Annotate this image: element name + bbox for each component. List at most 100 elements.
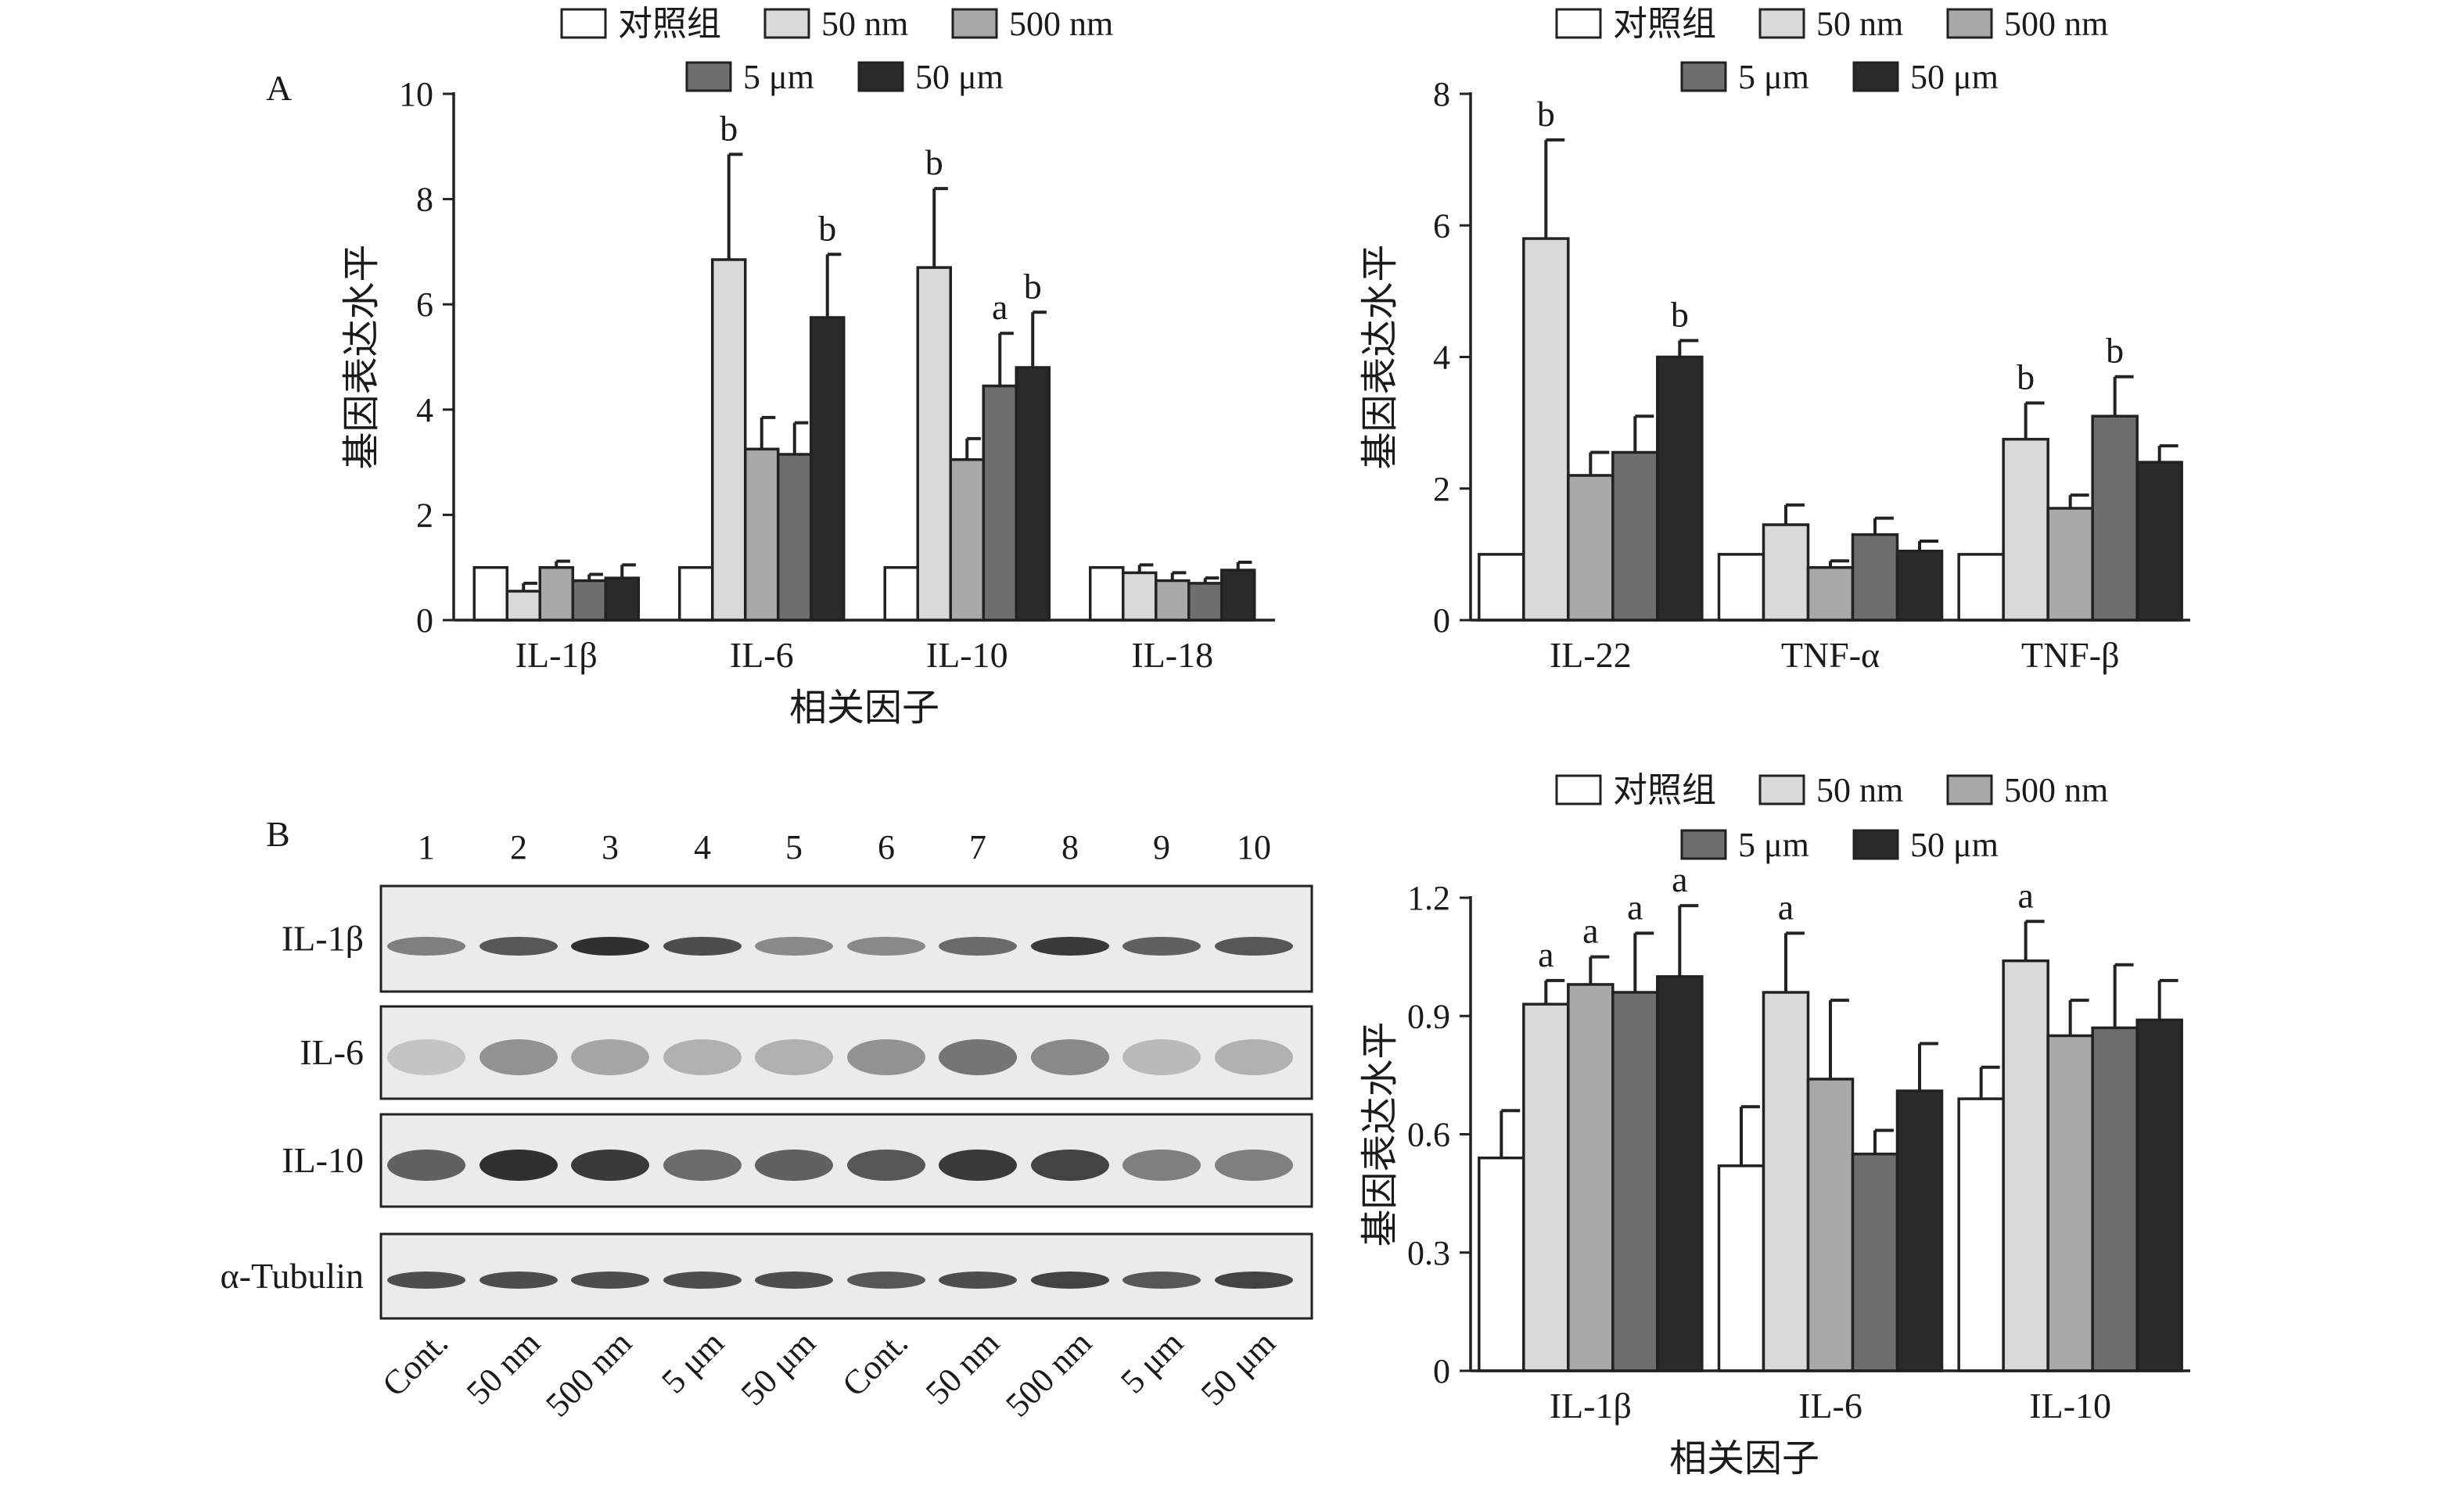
legend-item: 50 nm	[1758, 771, 1903, 809]
legend-swatch	[685, 61, 732, 92]
blot-band	[663, 1272, 742, 1289]
legend-a-left: 对照组 50 nm 500 nm 5 μm 50 μm	[560, 5, 1113, 96]
y-axis-title: 基因表达水平	[1360, 1021, 1401, 1246]
blot-band	[939, 1039, 1017, 1075]
blot-band	[1215, 1150, 1293, 1181]
bar	[505, 590, 541, 622]
blot-band	[387, 1039, 465, 1075]
blot-band	[847, 1272, 925, 1289]
blot-band	[663, 1150, 742, 1181]
bar	[883, 565, 919, 622]
lane-label: 5 μm	[654, 1323, 731, 1401]
legend-label: 50 μm	[1910, 826, 1999, 864]
legend-label: 对照组	[1613, 771, 1716, 809]
legend-item: 50 nm	[763, 5, 908, 43]
blot-band	[663, 1039, 742, 1075]
bar	[1187, 582, 1223, 622]
bar	[1895, 1089, 1944, 1372]
significance-label: a	[2017, 875, 2033, 915]
lane-number: 10	[1237, 828, 1271, 866]
lane-number: 1	[418, 828, 435, 866]
bar	[744, 447, 780, 622]
bar	[1957, 1097, 2005, 1372]
y-tick-label: 0	[1433, 1352, 1450, 1390]
bar	[916, 266, 952, 622]
lane-number: 6	[878, 828, 895, 866]
blot-band	[1215, 1039, 1293, 1075]
blot-band	[387, 937, 465, 956]
legend-item: 5 μm	[685, 58, 814, 96]
bar	[604, 576, 640, 622]
legend-label: 对照组	[618, 5, 721, 43]
lane-label: Cont.	[835, 1323, 915, 1404]
significance-label: a	[1627, 887, 1643, 927]
legend-label: 50 μm	[915, 58, 1004, 96]
y-tick-label: 1.2	[1407, 879, 1450, 917]
y-tick-label: 8	[416, 181, 433, 219]
bar	[1611, 450, 1659, 622]
legend-label: 5 μm	[1738, 58, 1809, 96]
blot-band	[755, 1272, 833, 1289]
bar	[1762, 523, 1810, 622]
blot-band	[663, 937, 742, 956]
lane-number: 4	[694, 828, 711, 866]
lane-number: 7	[969, 828, 986, 866]
legend-item: 5 μm	[1680, 826, 1809, 864]
bar	[538, 565, 574, 622]
blot-band	[387, 1272, 465, 1289]
blot-row-label: IL-6	[300, 1032, 364, 1072]
blot-band	[1031, 1039, 1109, 1075]
bar	[1656, 355, 1704, 622]
legend-item: 对照组	[1555, 5, 1716, 43]
legend-label: 50 nm	[1816, 5, 1903, 43]
y-tick-label: 0.6	[1407, 1116, 1450, 1154]
legend-label: 对照组	[1613, 5, 1716, 43]
blot-band	[480, 1150, 558, 1181]
bar	[711, 258, 747, 622]
legend-label: 500 nm	[2004, 5, 2108, 43]
bar	[2091, 414, 2139, 622]
blot-row-label: α-Tubulin	[221, 1256, 364, 1296]
x-tick-label: TNF-α	[1781, 635, 1880, 675]
bar	[571, 579, 607, 622]
blot-band	[480, 937, 558, 956]
blot-band	[571, 1272, 649, 1289]
bar	[1155, 579, 1191, 622]
significance-label: b	[818, 208, 836, 248]
blot-row: IL-10	[282, 1113, 1313, 1208]
bar	[1957, 553, 2005, 622]
legend-item: 50 μm	[857, 58, 1004, 96]
blot-band	[480, 1272, 558, 1289]
legend-swatch	[1852, 829, 1899, 860]
legend-swatch	[1946, 8, 1993, 39]
lane-number: 9	[1153, 828, 1170, 866]
blot-row: IL-1β	[282, 884, 1313, 993]
bar	[1851, 533, 1899, 622]
significance-label: a	[1672, 859, 1687, 899]
x-axis-title: 相关因子	[789, 687, 939, 729]
blot-band	[847, 1039, 925, 1075]
legend-label: 5 μm	[1738, 826, 1809, 864]
significance-label: a	[1778, 887, 1794, 927]
x-tick-label: IL-18	[1131, 635, 1213, 675]
y-tick-label: 0.9	[1407, 997, 1450, 1035]
bar	[1717, 1164, 1765, 1372]
bar	[1851, 1152, 1899, 1372]
bar	[2002, 437, 2049, 622]
blot-band	[939, 1150, 1017, 1181]
bar	[1015, 366, 1051, 622]
bar	[1522, 1003, 1570, 1372]
legend-swatch	[1758, 774, 1805, 805]
y-tick-label: 0	[416, 601, 433, 640]
blot-band	[387, 1150, 465, 1181]
significance-label: b	[720, 108, 738, 148]
legend-label: 50 nm	[821, 5, 908, 43]
y-tick-label: 6	[1433, 206, 1450, 245]
bar	[1656, 975, 1704, 1372]
bar	[1895, 549, 1944, 622]
blot-band	[1215, 937, 1293, 956]
blot-band	[939, 1272, 1017, 1289]
legend-item: 500 nm	[1946, 771, 2108, 809]
